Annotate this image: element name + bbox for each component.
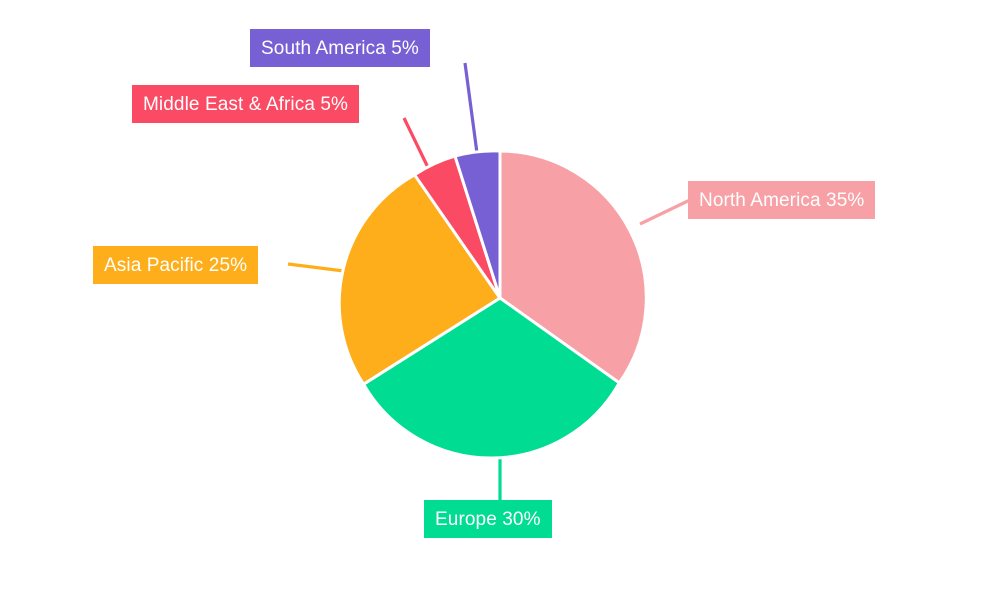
pie-slice-north-america[interactable] [498, 149, 648, 385]
pie-slices [337, 149, 648, 460]
pie-label-asia-pacific-text: Asia Pacific 25% [104, 254, 248, 276]
pie-slice-asia-pacific[interactable] [337, 173, 502, 386]
pie-slice-south-america[interactable] [453, 149, 502, 300]
pie-label-south-america-text: South America 5% [261, 37, 419, 59]
pie-label-asia-pacific: Asia Pacific 25% [93, 246, 259, 284]
pie-label-north-america: North America 35% [688, 181, 876, 219]
pie-slice-europe[interactable] [362, 296, 621, 460]
pie-label-south-america: South America 5% [250, 29, 430, 67]
pie-label-middle-east-africa: Middle East & Africa 5% [132, 85, 360, 123]
leader-line-north-america [639, 197, 693, 226]
leader-line-asia-pacific [287, 262, 353, 274]
pie-label-europe: Europe 30% [424, 500, 552, 538]
pie-label-europe-text: Europe 30% [435, 508, 541, 530]
pie-label-north-america-text: North America 35% [699, 189, 865, 211]
pie-label-middle-east-africa-text: Middle East & Africa 5% [143, 93, 349, 115]
